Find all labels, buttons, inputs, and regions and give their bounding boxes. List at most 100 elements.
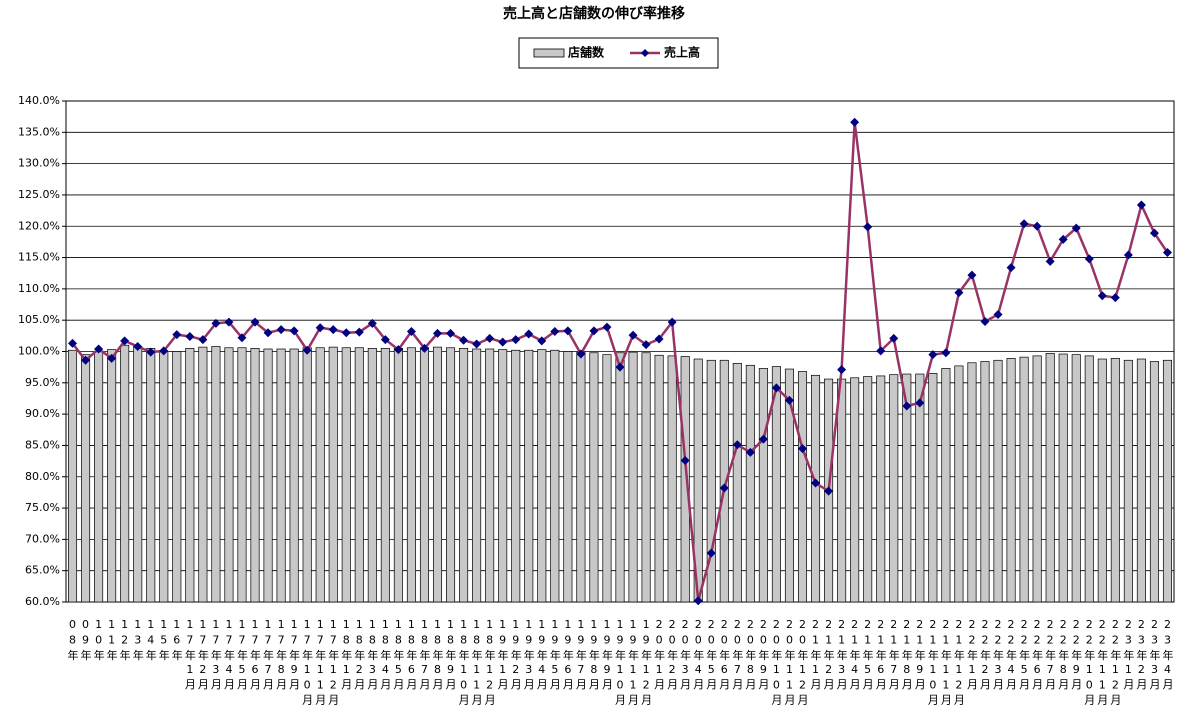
marker bbox=[602, 322, 612, 332]
bar bbox=[341, 347, 351, 603]
bar bbox=[524, 349, 534, 603]
marker bbox=[133, 341, 143, 351]
bar bbox=[393, 348, 403, 603]
x-tick-label: 18年12月 bbox=[483, 618, 496, 708]
bar bbox=[1084, 355, 1094, 603]
y-tick-label: 90.0% bbox=[25, 407, 60, 420]
x-tick-label: 21年6月 bbox=[874, 618, 887, 692]
marker bbox=[1136, 200, 1146, 210]
marker bbox=[354, 327, 364, 337]
x-tick-label: 19年10月 bbox=[614, 618, 627, 708]
marker bbox=[393, 345, 403, 355]
bar bbox=[172, 351, 182, 603]
x-tick-label: 21年10月 bbox=[926, 618, 939, 708]
bar bbox=[185, 348, 195, 603]
marker bbox=[693, 596, 703, 606]
marker bbox=[745, 447, 755, 457]
marker bbox=[1032, 221, 1042, 231]
x-tick-label: 19年5月 bbox=[548, 618, 561, 692]
bar bbox=[1019, 356, 1029, 603]
bar bbox=[354, 347, 364, 603]
marker bbox=[850, 117, 860, 127]
x-tick-label: 22年2月 bbox=[978, 618, 991, 692]
marker bbox=[433, 328, 443, 338]
bar bbox=[224, 347, 234, 603]
y-tick-label: 100.0% bbox=[18, 345, 60, 358]
marker bbox=[315, 323, 325, 333]
marker bbox=[81, 355, 91, 365]
marker bbox=[185, 331, 195, 341]
x-tick-label: 19年9月 bbox=[600, 618, 613, 692]
bar bbox=[758, 368, 768, 603]
x-tick-label: 19年2月 bbox=[509, 618, 522, 692]
x-tick-label: 18年3月 bbox=[366, 618, 379, 692]
marker bbox=[954, 288, 964, 298]
legend-label: 売上高 bbox=[664, 45, 700, 60]
bar bbox=[315, 347, 325, 603]
bar bbox=[837, 378, 847, 603]
marker bbox=[419, 343, 429, 353]
x-tick-label: 17年1月 bbox=[183, 618, 196, 692]
x-tick-label: 20年2月 bbox=[666, 618, 679, 692]
x-tick-label: 18年9月 bbox=[444, 618, 457, 692]
bar bbox=[276, 348, 286, 603]
marker bbox=[915, 398, 925, 408]
bar bbox=[628, 351, 638, 603]
x-tick-label: 16年 bbox=[170, 618, 183, 663]
x-tick-label: 21年12月 bbox=[952, 618, 965, 708]
bar bbox=[641, 352, 651, 603]
x-tick-label: 19年12月 bbox=[640, 618, 653, 708]
legend-marker bbox=[641, 49, 649, 57]
marker bbox=[302, 345, 312, 355]
y-tick-label: 95.0% bbox=[25, 376, 60, 389]
x-tick-label: 18年10月 bbox=[457, 618, 470, 708]
marker bbox=[706, 548, 716, 558]
y-tick-label: 130.0% bbox=[18, 157, 60, 170]
x-tick-label: 18年4月 bbox=[379, 618, 392, 692]
marker bbox=[289, 326, 299, 336]
bar bbox=[94, 351, 104, 603]
marker bbox=[654, 334, 664, 344]
bar bbox=[784, 368, 794, 603]
bar bbox=[263, 348, 273, 603]
bar bbox=[615, 352, 625, 603]
marker bbox=[172, 330, 182, 340]
bar bbox=[432, 346, 443, 603]
marker bbox=[380, 335, 390, 345]
marker bbox=[628, 330, 638, 340]
x-tick-label: 20年4月 bbox=[692, 618, 705, 692]
bar bbox=[980, 361, 990, 603]
bar bbox=[706, 359, 716, 603]
x-tick-label: 19年6月 bbox=[561, 618, 574, 692]
x-tick-label: 20年9月 bbox=[757, 618, 770, 692]
marker bbox=[146, 347, 156, 357]
x-tick-label: 14年 bbox=[144, 618, 157, 663]
bar bbox=[902, 373, 912, 603]
marker bbox=[1097, 291, 1107, 301]
x-tick-label: 23年3月 bbox=[1148, 618, 1161, 692]
bar bbox=[680, 356, 690, 603]
bar bbox=[811, 374, 821, 603]
bar bbox=[589, 352, 599, 603]
bar bbox=[237, 347, 247, 603]
bar bbox=[1071, 354, 1081, 603]
x-tick-label: 18年7月 bbox=[418, 618, 431, 692]
x-tick-label: 17年3月 bbox=[209, 618, 222, 692]
marker bbox=[824, 486, 834, 496]
bar bbox=[1110, 358, 1120, 603]
bar bbox=[1097, 358, 1107, 603]
x-tick-label: 20年11月 bbox=[783, 618, 796, 708]
marker bbox=[784, 395, 794, 405]
marker bbox=[276, 325, 286, 335]
x-tick-label: 23年4月 bbox=[1161, 618, 1174, 692]
x-tick-label: 20年1月 bbox=[653, 618, 666, 692]
bar bbox=[771, 366, 781, 603]
x-tick-label: 20年7月 bbox=[731, 618, 744, 692]
marker bbox=[941, 348, 951, 358]
x-tick-label: 22年11月 bbox=[1096, 618, 1109, 708]
x-tick-label: 21年11月 bbox=[939, 618, 952, 708]
bar bbox=[289, 348, 299, 603]
x-tick-label: 18年1月 bbox=[340, 618, 353, 692]
bar bbox=[667, 355, 677, 603]
y-tick-label: 140.0% bbox=[18, 94, 60, 107]
